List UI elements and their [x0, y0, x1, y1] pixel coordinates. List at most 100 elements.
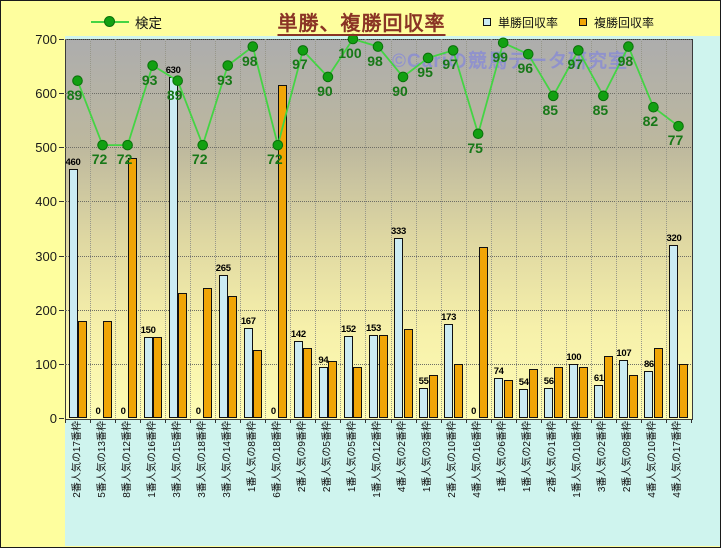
kentei-value-label: 85	[542, 101, 559, 118]
x-axis-tick	[365, 419, 367, 423]
bar-fukusho	[128, 158, 138, 418]
x-category-label: 1番人気の5番枠	[346, 421, 358, 493]
bar-fukusho	[78, 320, 88, 418]
bar-value-label: 61	[593, 372, 604, 384]
bar-fukusho	[353, 366, 363, 418]
kentei-value-label: 75	[467, 139, 483, 156]
x-category-label: 3番人気の2番枠	[597, 421, 609, 493]
x-axis-tick	[90, 419, 92, 423]
kentei-value-label: 97	[567, 56, 584, 73]
y-axis-label: 200	[35, 302, 57, 318]
bar-value-label: 142	[290, 329, 306, 341]
bar-value-label: 265	[215, 262, 231, 274]
v-gridline	[315, 39, 317, 418]
bar-fukusho	[553, 366, 563, 418]
bar-fukusho	[428, 374, 438, 418]
v-gridline	[440, 39, 442, 418]
bar-fukusho	[103, 320, 113, 418]
x-axis-tick	[691, 419, 692, 423]
v-gridline	[490, 39, 492, 418]
h-gridline	[65, 39, 691, 40]
bar-fukusho	[578, 366, 588, 418]
x-axis-tick	[340, 419, 342, 423]
bar-fukusho	[378, 335, 388, 418]
y-axis-label: 0	[49, 411, 57, 426]
x-category-label: 4番人気の2番枠	[397, 421, 409, 493]
h-gridline	[65, 255, 691, 257]
bar-value-label: 100	[566, 351, 582, 363]
bar-fukusho	[203, 288, 213, 418]
v-gridline	[640, 39, 642, 418]
bar-tansho	[318, 367, 328, 418]
y-axis-label: 500	[35, 140, 57, 156]
v-gridline	[340, 39, 342, 418]
bar-value-label: 0	[120, 406, 126, 417]
bar-fukusho	[328, 361, 338, 418]
x-category-label: 3番人気の14番枠	[221, 421, 233, 498]
v-gridline	[165, 39, 167, 418]
y-axis-tick	[59, 39, 64, 40]
x-axis-tick	[615, 419, 617, 423]
h-gridline	[65, 147, 691, 149]
x-axis-tick	[65, 419, 66, 423]
v-gridline	[590, 39, 592, 418]
x-axis-tick	[290, 419, 292, 423]
v-gridline	[140, 39, 142, 418]
y-axis-tick	[59, 201, 64, 203]
kentei-value-label: 72	[116, 151, 133, 168]
kentei-value-label: 89	[66, 86, 83, 103]
bar-tansho	[594, 384, 604, 418]
kentei-value-label: 93	[141, 71, 158, 88]
bar-fukusho	[253, 350, 263, 418]
x-category-label: 1番人気の10番枠	[572, 421, 584, 498]
y-axis-tick	[59, 255, 64, 257]
legend-kentei-label: 検定	[135, 16, 162, 31]
bar-tansho	[544, 387, 554, 418]
x-category-label: 3番人気の18番枠	[196, 421, 208, 498]
bar-tansho	[293, 341, 303, 418]
y-axis-tick	[59, 418, 64, 419]
v-gridline	[515, 39, 517, 418]
kentei-value-label: 85	[592, 101, 609, 118]
y-axis-tick	[59, 93, 64, 95]
x-category-label: 1番人気の6番枠	[497, 421, 509, 493]
kentei-value-label: 98	[242, 52, 258, 69]
x-category-label: 2番人気の10番枠	[447, 421, 459, 498]
kentei-value-label: 89	[166, 86, 183, 103]
bar-fukusho	[278, 85, 288, 418]
bar-tansho	[569, 363, 579, 418]
v-gridline	[115, 39, 117, 418]
h-gridline	[65, 363, 691, 365]
kentei-value-label: 72	[191, 151, 208, 168]
x-category-label: 4番人気の10番枠	[647, 421, 659, 498]
bar-fukusho	[153, 336, 163, 418]
kentei-value-label: 97	[442, 56, 458, 73]
bar-fukusho	[603, 355, 613, 418]
x-category-label: 4番人気の16番枠	[472, 421, 484, 498]
x-axis-tick	[265, 419, 267, 423]
kentei-value-label: 98	[367, 52, 383, 69]
v-gridline	[615, 39, 617, 418]
y-axis-label: 600	[35, 86, 57, 102]
legend-fukusho-label: 複勝回収率	[594, 15, 655, 30]
x-axis-tick	[640, 419, 642, 423]
h-gridline	[65, 201, 691, 203]
kentei-value-label: 90	[317, 82, 333, 99]
v-gridline	[190, 39, 192, 418]
bar-tansho	[519, 388, 529, 418]
v-gridline	[465, 39, 467, 418]
bar-value-label: 152	[340, 323, 356, 335]
bar-tansho	[168, 76, 178, 418]
x-category-label: 1番人気の3番枠	[422, 421, 434, 493]
bar-fukusho	[678, 363, 688, 418]
x-axis-tick	[140, 419, 142, 423]
y-axis-label: 700	[35, 32, 57, 47]
legend-tansho-swatch-icon	[483, 18, 491, 26]
bar-tansho	[243, 327, 253, 418]
bar-tansho	[669, 244, 679, 418]
y-axis-tick	[59, 309, 64, 311]
bar-value-label: 167	[240, 315, 256, 327]
bar-fukusho	[653, 347, 663, 418]
kentei-value-label: 97	[292, 56, 308, 73]
x-category-label: 8番人気の12番枠	[121, 421, 133, 498]
